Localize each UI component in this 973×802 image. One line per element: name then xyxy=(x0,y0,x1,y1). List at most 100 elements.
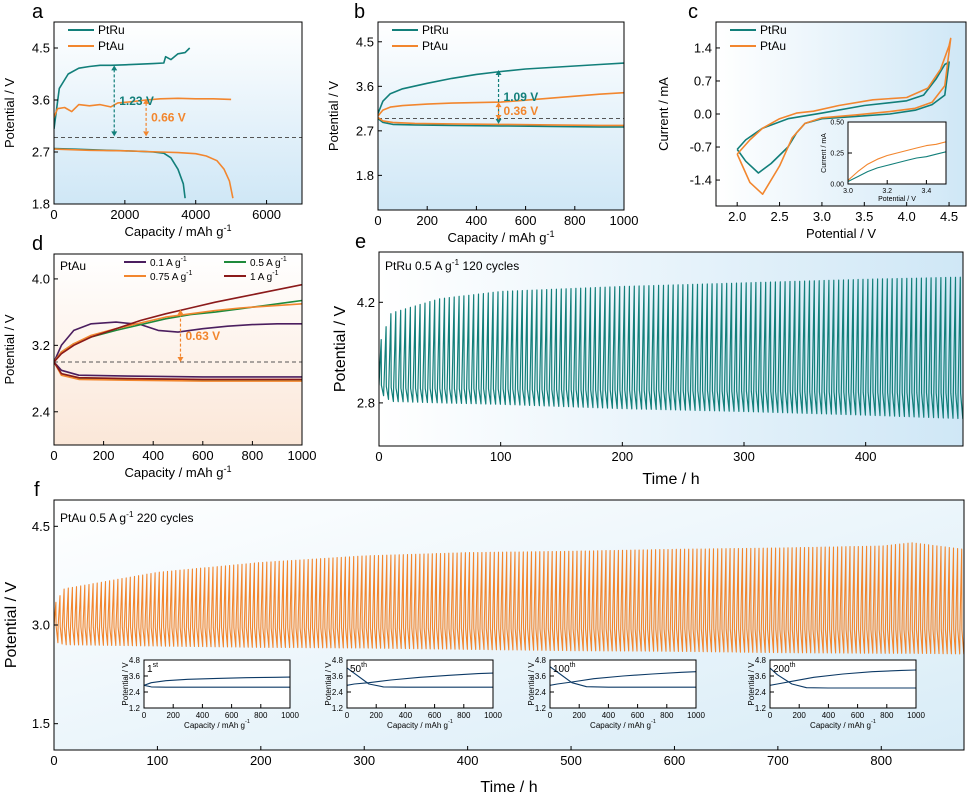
arrow-head-down xyxy=(143,131,150,137)
x-tick-label: 800 xyxy=(870,753,892,768)
arrow-head-up xyxy=(177,309,184,315)
x-axis-label: Potential / V xyxy=(806,226,876,241)
annotation-label: 1.23 V xyxy=(119,94,154,108)
x-tick-label: 100 xyxy=(490,449,512,464)
y-tick-label: 2.4 xyxy=(32,404,50,419)
y-tick-label: 2.4 xyxy=(129,688,141,697)
x-tick-label: 800 xyxy=(457,711,471,720)
x-tick-label: 1000 xyxy=(610,213,639,228)
series-line xyxy=(54,47,191,130)
plot-area xyxy=(736,37,952,195)
x-axis-label-sup: -1 xyxy=(223,464,231,474)
series-line xyxy=(378,91,624,117)
x-axis-label-sup: -1 xyxy=(546,229,554,239)
legend-label-sup: -1 xyxy=(281,256,287,263)
x-tick-label: 6000 xyxy=(252,207,281,222)
legend-label-sup: -1 xyxy=(272,270,278,277)
cycle-trace xyxy=(379,276,963,420)
y-tick-label: 4.5 xyxy=(356,34,374,49)
x-tick-label: 3.4 xyxy=(922,188,932,195)
x-tick-label: 800 xyxy=(880,711,894,720)
panel-e: 0 100 200 300 400 2.8 4.2 Time / h Potential / V… xyxy=(332,231,964,488)
plot-background xyxy=(144,660,290,708)
panel-undefined: 0 200 400 600 800 1000 1.2 2.4 3.6 4.8 Capacity / … xyxy=(121,656,299,730)
plot-background xyxy=(54,254,302,445)
plot-area xyxy=(378,62,624,128)
x-tick-label: 3.2 xyxy=(882,188,892,195)
x-tick-label: 800 xyxy=(564,213,586,228)
y-tick-label: 1.2 xyxy=(755,704,767,713)
series-line xyxy=(378,116,624,127)
x-tick-label: 400 xyxy=(399,711,413,720)
x-tick-label: 0 xyxy=(375,449,382,464)
x-tick-label: 0 xyxy=(142,711,147,720)
x-tick-label: 200 xyxy=(611,449,633,464)
series-line xyxy=(54,303,302,363)
y-tick-label: 3.6 xyxy=(332,672,344,681)
y-tick-label: 0.50 xyxy=(830,119,844,126)
y-tick-label: 4.0 xyxy=(32,271,50,286)
y-tick-label: 1.2 xyxy=(535,704,547,713)
legend-label: 0.1 A g-1 xyxy=(150,256,187,269)
x-axis-label-sup: -1 xyxy=(448,719,453,725)
panel-letter: b xyxy=(354,1,365,23)
panel-undefined: 0 200 400 600 800 1000 1.2 2.4 3.6 4.8 Capacity / … xyxy=(527,656,705,730)
x-axis-label: Potential / V xyxy=(878,196,916,203)
y-tick-label: 0.00 xyxy=(830,181,844,188)
x-tick-label: 400 xyxy=(457,753,479,768)
x-tick-label: 4.0 xyxy=(898,209,916,224)
x-tick-label: 400 xyxy=(196,711,210,720)
plot-area xyxy=(848,141,946,182)
x-tick-label: 200 xyxy=(370,711,384,720)
inset-cycle-label-sup: th xyxy=(361,662,367,669)
x-tick-label: 200 xyxy=(93,448,115,463)
y-tick-label: 1.8 xyxy=(356,168,374,183)
x-tick-label: 600 xyxy=(515,213,537,228)
panel-c: 2.0 2.5 3.0 3.5 4.0 4.5 -1.4 -0.7 0.0 0.7 1.4 Poten… xyxy=(656,1,967,241)
annotation-label: 0.66 V xyxy=(151,111,186,125)
x-tick-label: 400 xyxy=(822,711,836,720)
x-tick-label: 0 xyxy=(768,711,773,720)
x-tick-label: 0 xyxy=(50,207,57,222)
y-tick-label: -1.4 xyxy=(690,173,712,188)
x-axis-label: Capacity / mAh g-1 xyxy=(810,719,876,730)
series-line xyxy=(54,283,302,363)
y-tick-label: 0.25 xyxy=(830,150,844,157)
panel-f: 0 100 200 300 400 500 600 700 800 1.5 3.0 4.5 Time /… xyxy=(3,479,965,796)
arrow-head-down xyxy=(177,356,184,362)
x-axis-label: Capacity / mAh g-1 xyxy=(124,464,231,480)
plot-area xyxy=(54,283,302,382)
y-axis-label: Potential / V xyxy=(2,78,17,148)
x-tick-label: 200 xyxy=(167,711,181,720)
legend-label: PtRu xyxy=(98,23,125,37)
panel-letter: a xyxy=(32,1,44,23)
x-axis-label: Time / h xyxy=(642,471,699,488)
inset-cycle-label: 1st xyxy=(147,662,158,675)
arrow-head-up xyxy=(111,65,118,71)
y-tick-label: 4.5 xyxy=(32,519,50,534)
y-axis-label: Potential / V xyxy=(324,662,333,706)
x-tick-label: 800 xyxy=(242,448,264,463)
x-axis-label-sup: -1 xyxy=(871,719,876,725)
y-axis-label: Potential / V xyxy=(3,582,20,669)
plot-area xyxy=(379,276,963,420)
x-tick-label: 300 xyxy=(353,753,375,768)
y-tick-label: 4.2 xyxy=(357,295,375,310)
x-tick-label: 400 xyxy=(466,213,488,228)
panel-title-sup: -1 xyxy=(126,509,134,519)
series-line xyxy=(736,37,952,195)
y-axis-label: Potential / V xyxy=(747,662,756,706)
legend-label: PtRu xyxy=(760,23,787,37)
x-tick-label: 3.5 xyxy=(855,209,873,224)
x-tick-label: 300 xyxy=(733,449,755,464)
inset-charge xyxy=(550,671,696,686)
x-tick-label: 200 xyxy=(250,753,272,768)
plot-frame xyxy=(143,659,291,709)
y-tick-label: 3.6 xyxy=(356,79,374,94)
x-tick-label: 200 xyxy=(573,711,587,720)
x-tick-label: 0 xyxy=(50,448,57,463)
x-axis-label-sup: -1 xyxy=(245,719,250,725)
x-tick-label: 200 xyxy=(416,213,438,228)
legend-label: PtRu xyxy=(422,23,449,37)
